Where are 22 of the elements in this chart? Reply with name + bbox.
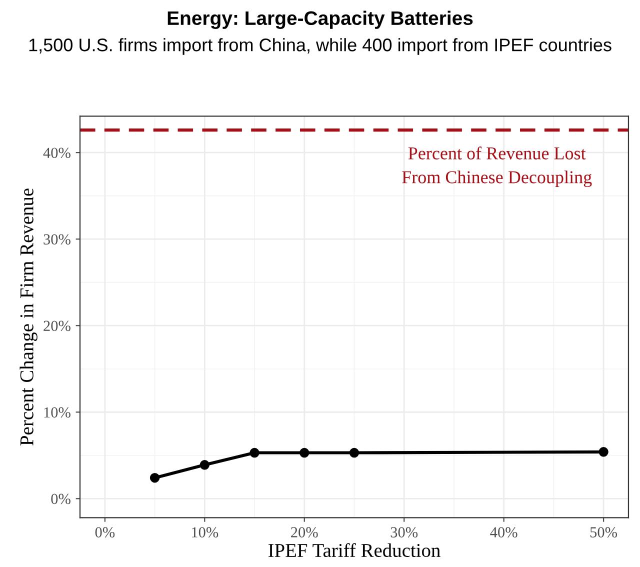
y-axis-title: Percent Change in Firm Revenue	[20, 188, 38, 446]
y-tick-label: 30%	[44, 234, 70, 245]
x-tick-label: 10%	[192, 527, 218, 538]
point	[349, 448, 360, 458]
point	[200, 460, 210, 470]
chart-subtitle: 1,500 U.S. firms import from China, while 400 import from IPEF countries	[29, 38, 612, 55]
point	[300, 448, 310, 458]
y-tick-label: 20%	[44, 320, 70, 332]
point	[598, 447, 608, 457]
x-tick-label: 50%	[590, 527, 618, 538]
point	[250, 448, 260, 458]
x-tick-label: 30%	[390, 527, 418, 538]
x-tick-label: 0%	[95, 527, 115, 538]
y-tick-label: 10%	[44, 407, 70, 418]
point	[150, 473, 160, 483]
x-axis-title: IPEF Tariff Reduction	[268, 543, 440, 558]
chart-title: Energy: Large-Capacity Batteries	[168, 10, 473, 29]
ref-line-label: Percent of Revenue Lost From Chinese Decoupling	[402, 146, 592, 188]
y-tick-label: 0%	[51, 494, 70, 504]
y-tick-label: 40%	[43, 148, 70, 158]
x-tick-label: 40%	[490, 527, 518, 538]
x-tick-label: 20%	[291, 527, 318, 538]
